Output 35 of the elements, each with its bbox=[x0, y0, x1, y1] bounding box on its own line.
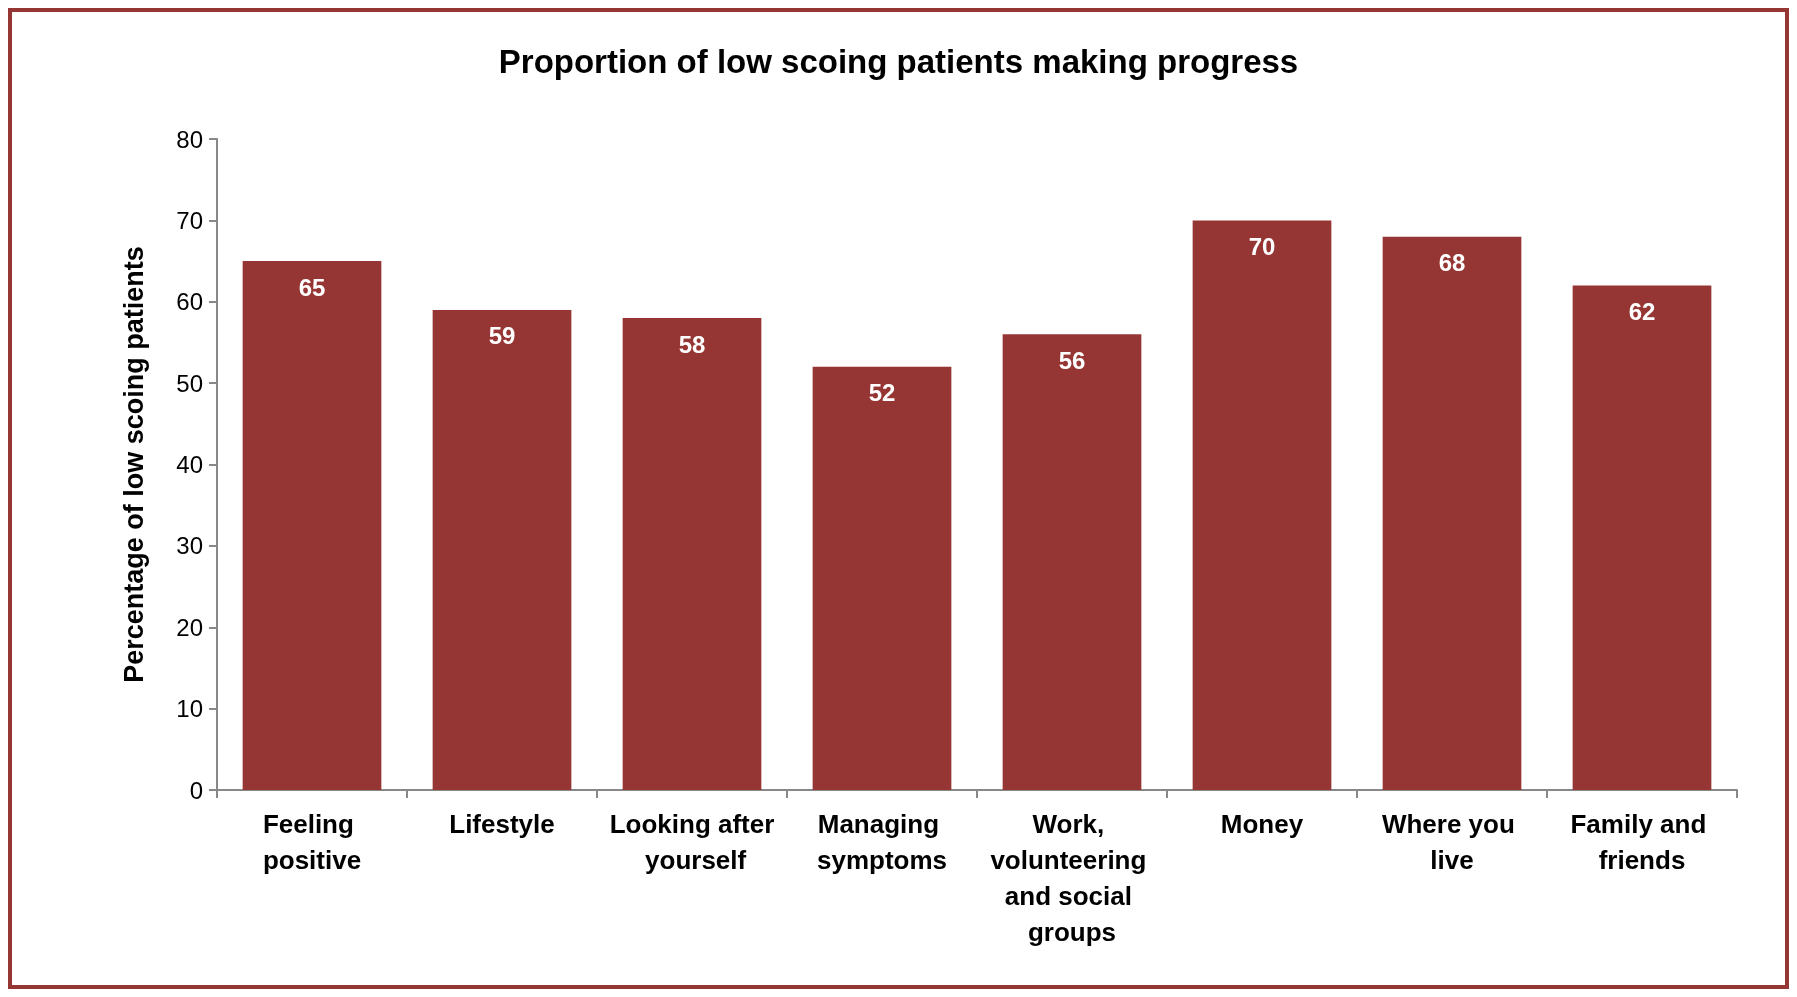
data-label: 56 bbox=[1058, 346, 1086, 374]
chart-title: Proportion of low scoing patients making progress bbox=[498, 43, 1299, 80]
x-tick-label: Looking after yourself bbox=[609, 809, 775, 875]
y-tick-label: 70 bbox=[176, 206, 203, 234]
y-tick-label: 40 bbox=[176, 451, 203, 478]
bar bbox=[242, 261, 382, 790]
data-label: 65 bbox=[298, 273, 326, 301]
bar bbox=[1382, 236, 1522, 790]
data-label: 52 bbox=[868, 379, 896, 407]
y-tick-label: 80 bbox=[176, 125, 203, 153]
bar bbox=[1192, 220, 1332, 790]
bar bbox=[622, 318, 762, 790]
y-tick-label: 50 bbox=[176, 369, 203, 397]
x-tick-label: Family and friends bbox=[1570, 809, 1714, 875]
data-label: 62 bbox=[1628, 297, 1656, 325]
data-label: 58 bbox=[678, 330, 706, 358]
data-label: 70 bbox=[1248, 232, 1276, 260]
x-tick-label: Work, volunteering and social groups bbox=[990, 809, 1154, 947]
y-tick-label: 30 bbox=[176, 532, 203, 560]
data-label: 59 bbox=[488, 322, 516, 350]
y-tick-label: 20 bbox=[176, 613, 203, 641]
bar bbox=[1572, 285, 1712, 790]
x-tick-label: Money bbox=[1220, 809, 1304, 839]
bar bbox=[812, 366, 952, 790]
x-tick-label: Feeling positive bbox=[262, 809, 362, 875]
x-tick-label: Lifestyle bbox=[449, 809, 555, 839]
y-tick-label: 60 bbox=[176, 288, 203, 316]
bar bbox=[432, 309, 572, 790]
bar bbox=[1002, 334, 1142, 790]
y-axis-title: Percentage of low scoing patients bbox=[118, 246, 149, 683]
y-tick-label: 10 bbox=[176, 695, 203, 723]
data-label: 68 bbox=[1438, 249, 1466, 277]
x-tick-label: Managing symptoms bbox=[816, 809, 948, 875]
x-tick-label: Where you live bbox=[1381, 809, 1523, 875]
y-tick-label: 0 bbox=[189, 776, 203, 804]
